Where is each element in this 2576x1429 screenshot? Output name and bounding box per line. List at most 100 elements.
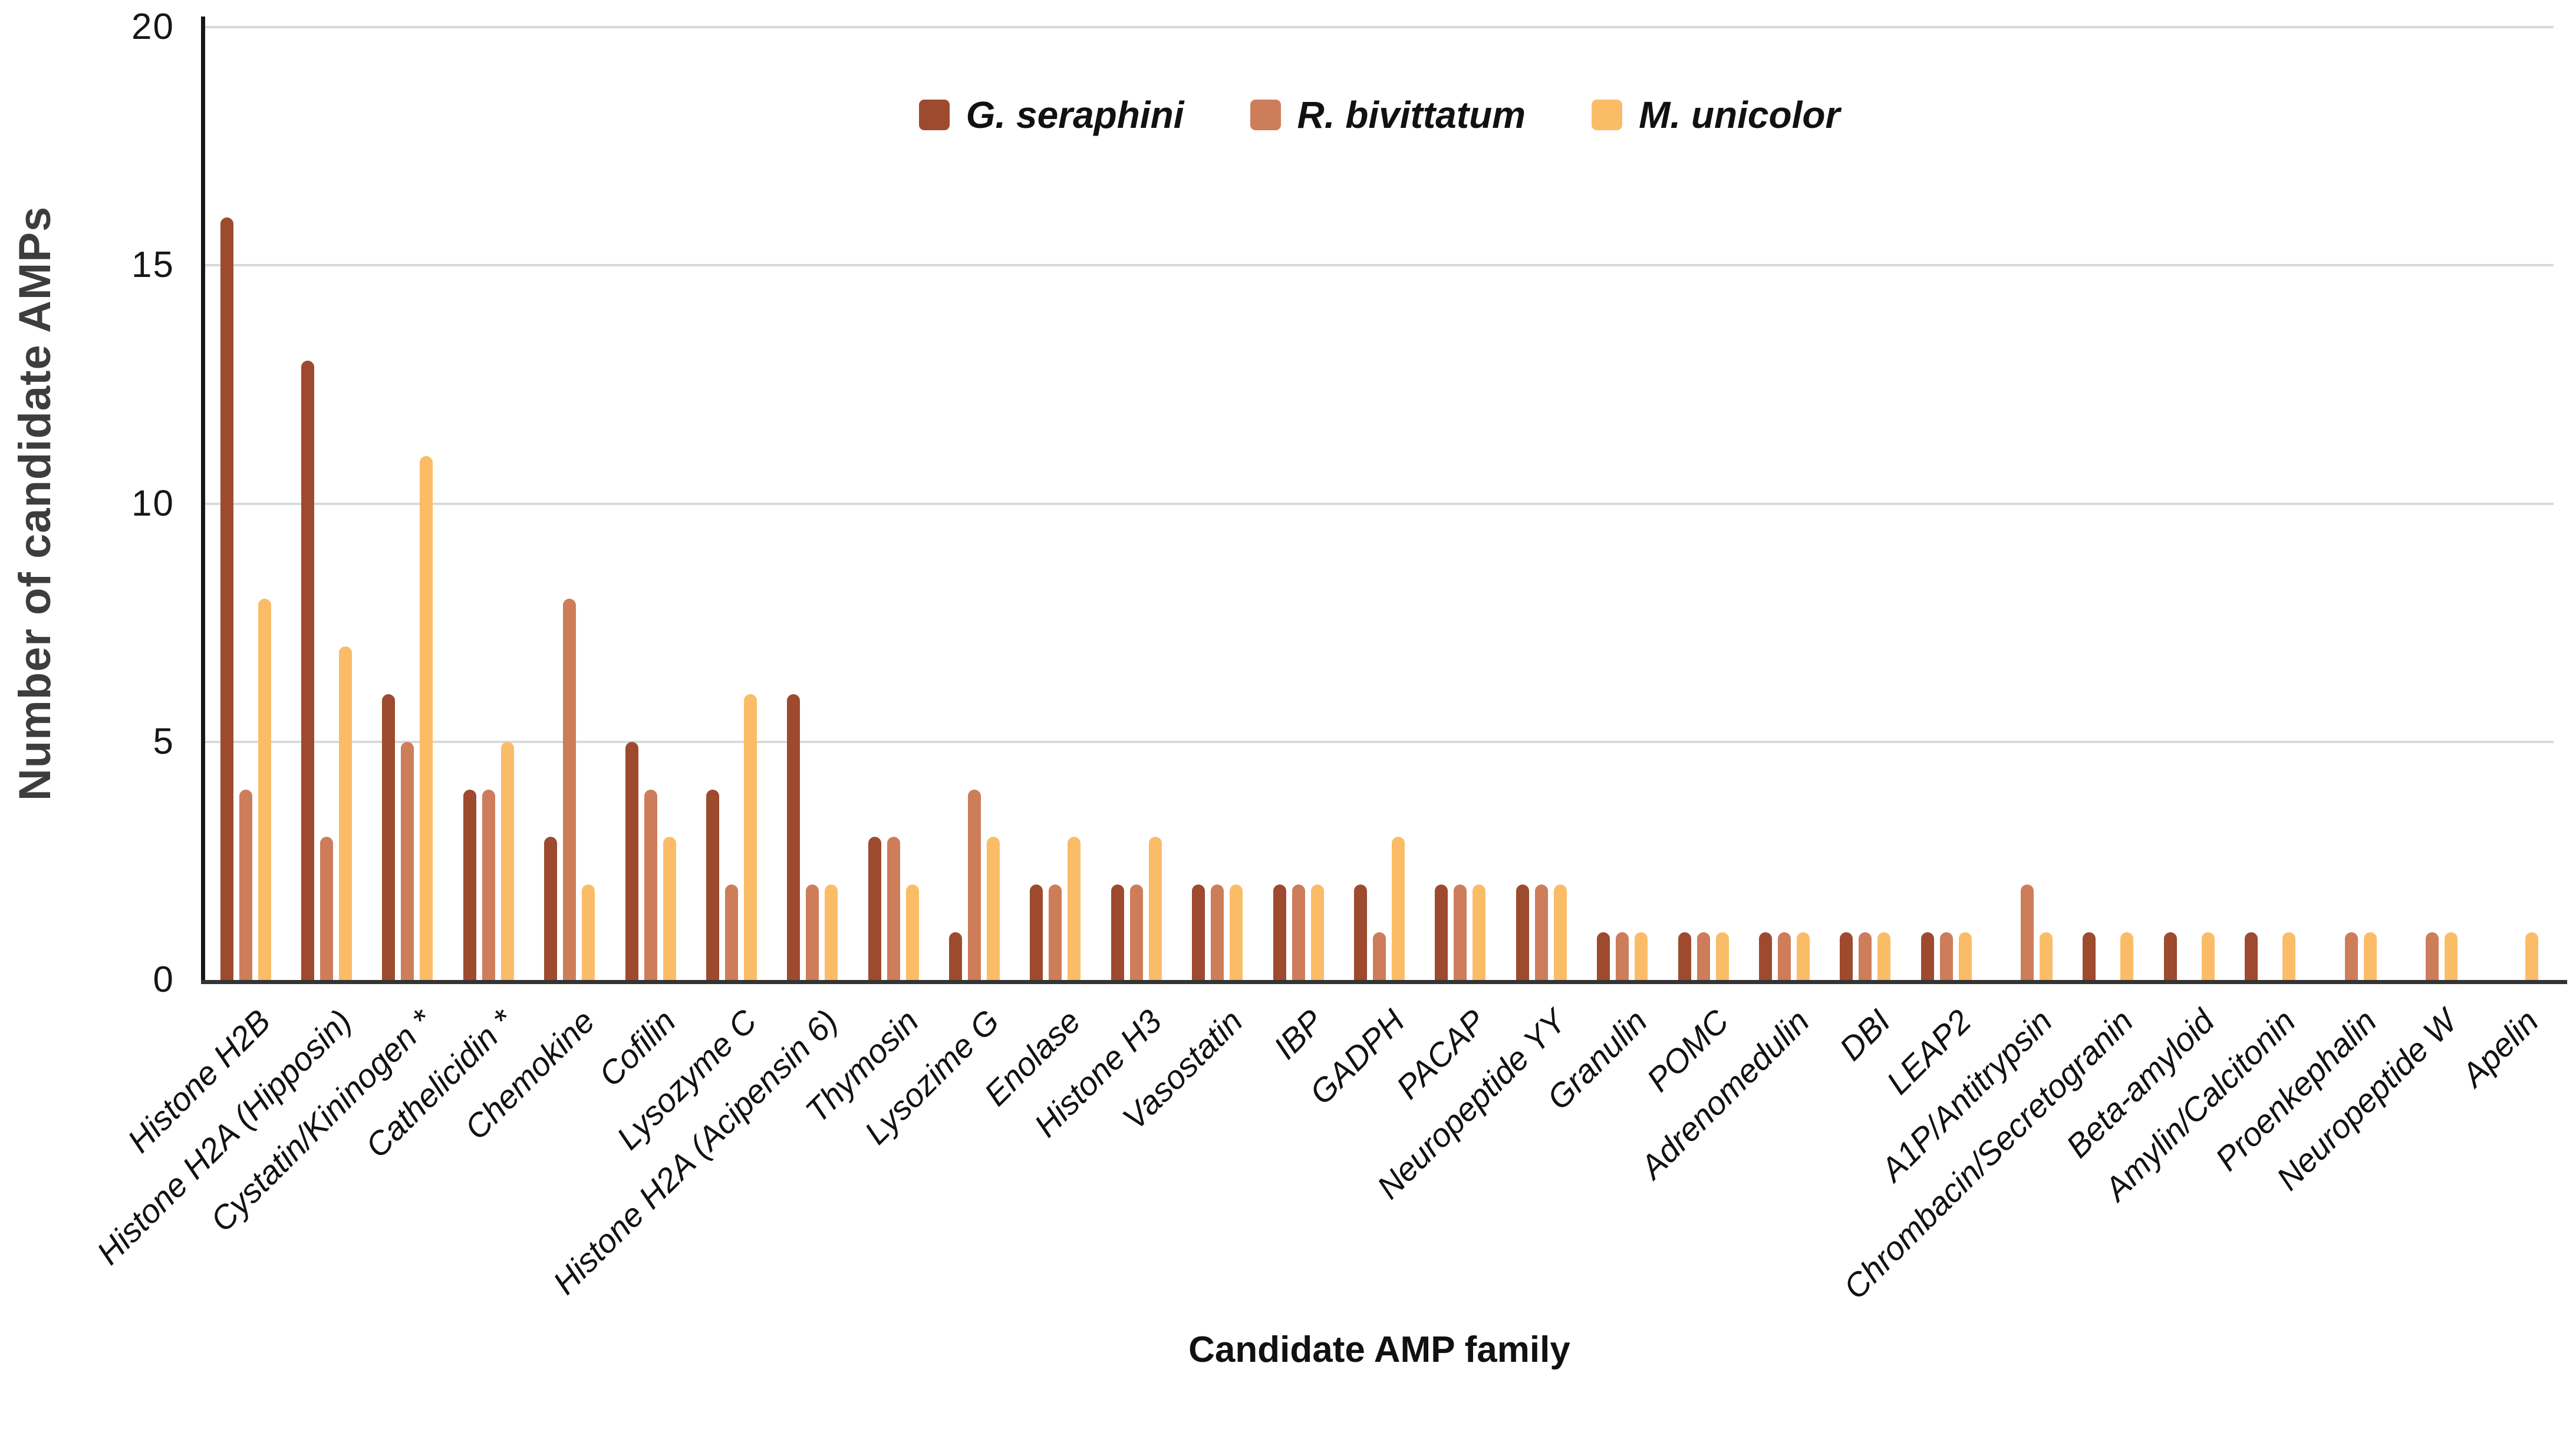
bar-group (1030, 27, 1081, 980)
bar-group (2163, 27, 2215, 980)
bar (1030, 885, 1043, 980)
bar (787, 694, 801, 980)
bar (1777, 932, 1791, 980)
legend-label: M. unicolor (1639, 94, 1840, 136)
bar (1840, 932, 1853, 980)
x-axis-title: Candidate AMP family (205, 1329, 2554, 1371)
bar (463, 789, 476, 980)
bar (1877, 932, 1891, 980)
x-axis-line (201, 980, 2567, 984)
bar (2363, 932, 2377, 980)
bar-group (706, 27, 757, 980)
x-tick-label: DBI (1832, 1002, 1898, 1068)
bar (625, 741, 638, 980)
bar (1049, 885, 1062, 980)
y-tick-label-15: 15 (131, 245, 174, 286)
bar-group (382, 27, 433, 980)
bar (2282, 932, 2296, 980)
gridline-15 (205, 264, 2554, 267)
bar (2083, 932, 2096, 980)
bar-group (1435, 27, 1486, 980)
y-tick-label-20: 20 (131, 6, 174, 47)
bar (563, 599, 577, 980)
bar (2525, 932, 2539, 980)
bar (1534, 885, 1548, 980)
bar-group (1758, 27, 1810, 980)
bar-group (1354, 27, 1405, 980)
legend-swatch-icon (918, 100, 950, 130)
bar (1635, 932, 1648, 980)
bar (2201, 932, 2215, 980)
legend-label: R. bivittatum (1297, 94, 1526, 136)
bar (663, 837, 676, 980)
bar-group (1516, 27, 1567, 980)
bar (1192, 885, 1205, 980)
y-axis-ticks: 0 5 10 15 20 (0, 9, 174, 998)
bar (500, 741, 514, 980)
bar (401, 741, 414, 980)
bar-group (301, 27, 353, 980)
bar-group (463, 27, 514, 980)
bar (2425, 932, 2439, 980)
bar-group (2407, 27, 2458, 980)
bar-group (220, 27, 271, 980)
bar-group (625, 27, 676, 980)
gridline-10 (205, 502, 2554, 505)
bar (1678, 932, 1691, 980)
bar-group (2002, 27, 2053, 980)
legend-item: M. unicolor (1592, 93, 1840, 137)
bar (2444, 932, 2458, 980)
bar (239, 789, 252, 980)
bar (1715, 932, 1729, 980)
bar (1373, 932, 1386, 980)
bar (968, 789, 981, 980)
bar (743, 694, 757, 980)
bar (2163, 932, 2177, 980)
bar-group (2488, 27, 2539, 980)
bar (1597, 932, 1610, 980)
bar (1454, 885, 1467, 980)
bar (1292, 885, 1305, 980)
bar (258, 599, 271, 980)
bar-group (2326, 27, 2377, 980)
x-tick-label: IBP (1266, 1002, 1331, 1067)
bar (1921, 932, 1934, 980)
y-tick-label-10: 10 (131, 483, 174, 524)
bar-group (1678, 27, 1729, 980)
bar (1796, 932, 1810, 980)
bar (582, 885, 595, 980)
legend-label: G. seraphini (966, 94, 1184, 136)
bar (1435, 885, 1448, 980)
bar-group (544, 27, 595, 980)
bar (1516, 885, 1529, 980)
bar (320, 837, 334, 980)
bar (949, 932, 963, 980)
bar (1068, 837, 1081, 980)
bar (1129, 885, 1143, 980)
bar-group (1273, 27, 1324, 980)
y-axis-line (201, 16, 205, 984)
bar-group (1111, 27, 1162, 980)
legend-swatch-icon (1250, 100, 1281, 130)
bar (1939, 932, 1953, 980)
bar (1553, 885, 1567, 980)
bar (220, 217, 233, 980)
bar (1859, 932, 1872, 980)
bar-group (2245, 27, 2296, 980)
bar (2040, 932, 2053, 980)
bar (1392, 837, 1405, 980)
bar (1354, 885, 1367, 980)
bar (1111, 885, 1124, 980)
bar (1273, 885, 1286, 980)
bar (2344, 932, 2358, 980)
bar (2120, 932, 2134, 980)
bar (382, 694, 396, 980)
chart-legend: G. seraphini R. bivittatum M. unicolor (205, 91, 2554, 138)
bar-group (787, 27, 838, 980)
bar-group (1921, 27, 1972, 980)
bar (724, 885, 738, 980)
bar (1758, 932, 1772, 980)
bar (1616, 932, 1629, 980)
bars-layer (205, 27, 2554, 980)
